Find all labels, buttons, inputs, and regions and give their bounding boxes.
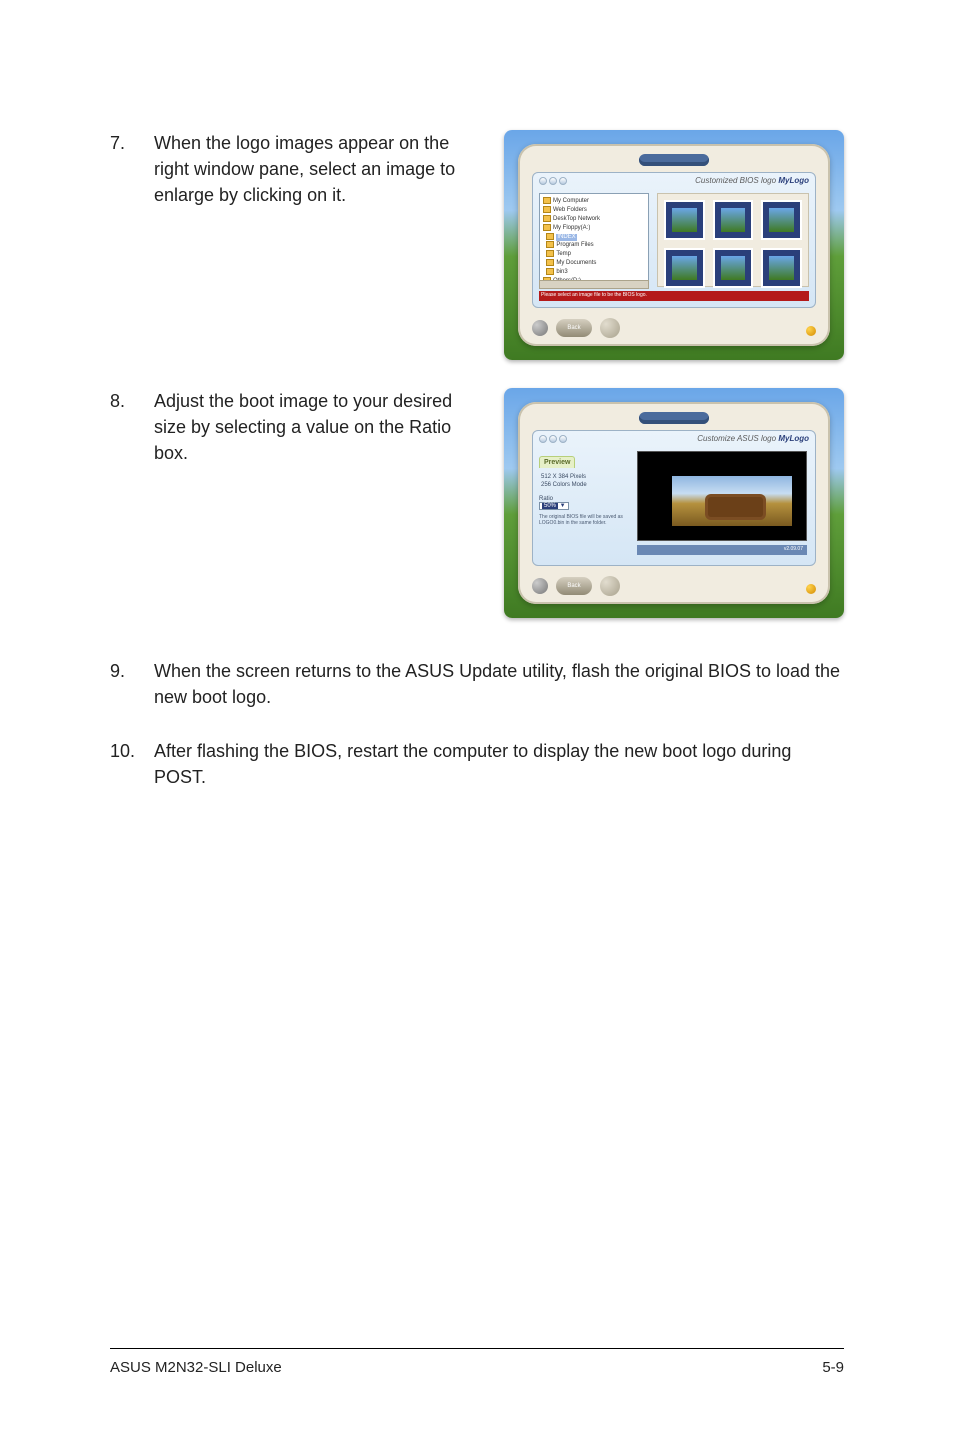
folder-icon [543, 206, 551, 213]
back-button[interactable]: Back [556, 577, 592, 595]
preview-info: 512 X 384 Pixels 256 Colors Mode [539, 469, 629, 494]
step-8-number: 8. [110, 388, 154, 466]
device-frame-1: Customized BIOS logo MyLogo My Computer … [518, 144, 830, 346]
ratio-value: 50% [542, 503, 558, 509]
info-line: 512 X 384 Pixels [541, 473, 627, 481]
horizontal-scrollbar[interactable] [539, 280, 649, 289]
fine-print: The original BIOS file will be saved as … [539, 514, 629, 527]
info-line: 256 Colors Mode [541, 481, 627, 489]
step-9: 9. When the screen returns to the ASUS U… [110, 658, 844, 710]
step-8-image-col: Customize ASUS logo MyLogo Preview 512 X… [504, 388, 844, 618]
led-indicator-icon [806, 326, 816, 336]
folder-icon [546, 241, 554, 248]
folder-icon [546, 268, 554, 275]
tree-item[interactable]: Web Folders [553, 207, 587, 213]
screen-1: Customized BIOS logo MyLogo My Computer … [532, 172, 816, 308]
window-controls-icon [539, 435, 567, 443]
step-10: 10. After flashing the BIOS, restart the… [110, 738, 844, 790]
footer-page-number: 5-9 [822, 1359, 844, 1376]
tree-item[interactable]: Program Files [556, 242, 593, 248]
logo-thumbnail[interactable] [664, 200, 705, 240]
page-footer: ASUS M2N32-SLI Deluxe 5-9 [110, 1348, 844, 1376]
brand-label: MyLogo [778, 176, 809, 185]
preview-tab[interactable]: Preview [539, 456, 575, 468]
ratio-box: Ratio 50% ▼ [539, 496, 629, 510]
footer-product: ASUS M2N32-SLI Deluxe [110, 1359, 282, 1376]
logo-thumbnail[interactable] [713, 248, 754, 288]
window-controls-icon [539, 177, 567, 185]
tree-item[interactable]: DeskTop Network [553, 216, 600, 222]
tree-item[interactable]: bin3 [556, 269, 567, 275]
step-7-image-col: Customized BIOS logo MyLogo My Computer … [504, 130, 844, 360]
folder-icon [543, 215, 551, 222]
led-indicator-icon [806, 584, 816, 594]
folder-icon [546, 259, 554, 266]
device-top-badge [639, 154, 709, 166]
preview-sidebar: Preview 512 X 384 Pixels 256 Colors Mode… [539, 451, 629, 549]
thumbnail-grid [657, 193, 809, 287]
device-bottom-controls: Back [532, 576, 620, 596]
tree-item-selected[interactable]: INDEX [556, 234, 576, 242]
screen-2-header: Customize ASUS logo MyLogo [697, 434, 809, 443]
status-message-bar: Please select an image file to be the BI… [539, 291, 809, 301]
tree-item[interactable]: My Floppy(A:) [553, 225, 590, 231]
spacer [110, 646, 844, 658]
logo-thumbnail[interactable] [761, 248, 802, 288]
tree-item[interactable]: My Computer [553, 198, 589, 204]
page: 7. When the logo images appear on the ri… [0, 0, 954, 1438]
folder-icon [546, 250, 554, 257]
tree-item[interactable]: My Documents [556, 260, 596, 266]
folder-icon [543, 224, 551, 231]
step-9-number: 9. [110, 658, 154, 684]
status-bar: v2.09.07 [637, 545, 807, 555]
device-bottom-controls: Back [532, 318, 620, 338]
folder-tree[interactable]: My Computer Web Folders DeskTop Network … [539, 193, 649, 287]
device-top-badge [639, 412, 709, 424]
screenshot-1: Customized BIOS logo MyLogo My Computer … [504, 130, 844, 360]
folder-icon [543, 197, 551, 204]
step-8-row: 8. Adjust the boot image to your desired… [110, 388, 844, 618]
power-icon[interactable] [532, 578, 548, 594]
step-10-text: After flashing the BIOS, restart the com… [154, 738, 844, 790]
nav-dial-icon[interactable] [600, 576, 620, 596]
brand-label: MyLogo [778, 434, 809, 443]
preview-image-icon [672, 476, 792, 526]
step-8-textcol: 8. Adjust the boot image to your desired… [110, 388, 480, 466]
step-7-textcol: 7. When the logo images appear on the ri… [110, 130, 480, 208]
logo-thumbnail[interactable] [664, 248, 705, 288]
image-preview [637, 451, 807, 541]
back-button[interactable]: Back [556, 319, 592, 337]
step-7-row: 7. When the logo images appear on the ri… [110, 130, 844, 360]
step-9-text: When the screen returns to the ASUS Upda… [154, 658, 844, 710]
screen-1-header: Customized BIOS logo MyLogo [695, 176, 809, 185]
tree-item[interactable]: Temp [556, 251, 571, 257]
step-7-number: 7. [110, 130, 154, 208]
screenshot-2: Customize ASUS logo MyLogo Preview 512 X… [504, 388, 844, 618]
logo-thumbnail[interactable] [713, 200, 754, 240]
screen-2: Customize ASUS logo MyLogo Preview 512 X… [532, 430, 816, 566]
step-10-number: 10. [110, 738, 154, 764]
nav-dial-icon[interactable] [600, 318, 620, 338]
step-8-text: Adjust the boot image to your desired si… [154, 388, 480, 466]
screen-1-header-prefix: Customized BIOS logo [695, 176, 776, 185]
folder-icon [546, 233, 554, 240]
device-frame-2: Customize ASUS logo MyLogo Preview 512 X… [518, 402, 830, 604]
screen-2-header-prefix: Customize ASUS logo [697, 434, 776, 443]
power-icon[interactable] [532, 320, 548, 336]
step-7-text: When the logo images appear on the right… [154, 130, 480, 208]
logo-thumbnail[interactable] [761, 200, 802, 240]
ratio-select[interactable]: 50% ▼ [539, 502, 569, 510]
